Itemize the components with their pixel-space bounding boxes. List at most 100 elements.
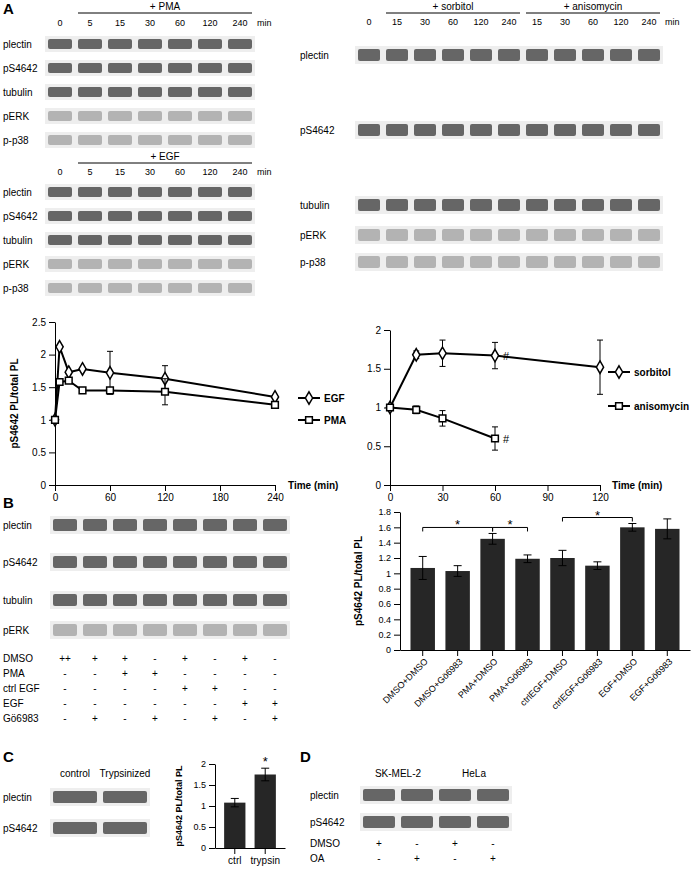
tick-label: trypsin (250, 855, 279, 866)
tick-mark (548, 485, 549, 491)
axis-line (400, 513, 401, 651)
blot-band (363, 816, 395, 828)
series-line (390, 408, 495, 439)
blot-band (143, 519, 167, 531)
tick-label: 0.4 (378, 615, 391, 625)
tick-label: 0.5 (32, 447, 46, 458)
tick-mark (597, 650, 598, 656)
tick: 1.5 (193, 780, 215, 790)
marker (596, 361, 603, 373)
condition-mark: - (243, 668, 246, 679)
legend-label: sorbitol (634, 367, 671, 378)
blot-band (442, 256, 464, 268)
marker (56, 379, 63, 386)
tick: 0.8 (378, 584, 400, 594)
tick: 2 (40, 349, 55, 360)
condition-mark: - (273, 653, 276, 664)
condition-mark: ++ (59, 653, 71, 664)
tick: EGF+Gö6983 (628, 650, 675, 703)
bar (550, 558, 574, 650)
lane-label: 30 (420, 17, 430, 27)
tick-mark (234, 848, 235, 854)
blot-band (554, 49, 576, 61)
blot-band (638, 199, 660, 211)
tick-label: 90 (542, 492, 554, 503)
row-label: p-p38 (300, 257, 326, 268)
condition-mark: - (273, 668, 276, 679)
condition-mark: - (153, 683, 156, 694)
tick-mark (600, 485, 601, 491)
axis: 00.511.522.5 (32, 317, 55, 491)
blot-band (168, 87, 192, 97)
tick: 1.4 (378, 538, 400, 548)
group-line (78, 163, 252, 164)
tick: 180 (212, 485, 229, 503)
row-label: plectin (3, 187, 32, 198)
condition-mark: + (212, 683, 218, 694)
tick: 0 (386, 645, 400, 655)
blot-band (108, 39, 132, 49)
blot-band (53, 822, 97, 834)
blot-band (48, 235, 72, 245)
blot-band (414, 229, 436, 241)
condition-mark: + (272, 713, 278, 724)
row-label: plectin (300, 50, 329, 61)
error-bar (593, 562, 601, 570)
blot-band (470, 229, 492, 241)
tick: 1.5 (367, 363, 390, 374)
blot-band (108, 187, 132, 197)
condition-mark: - (63, 698, 66, 709)
legend: sorbitolanisomycin (608, 366, 689, 412)
tick-label: 0.5 (193, 822, 206, 832)
tick: 0 (40, 480, 55, 491)
group-line (526, 13, 660, 14)
blot-strip (360, 786, 512, 804)
legend-marker (305, 392, 312, 404)
blot-band (638, 256, 660, 268)
lane-label: 15 (115, 18, 125, 28)
condition-mark: - (213, 653, 216, 664)
blot-band (228, 259, 252, 269)
blot-band (48, 87, 72, 97)
tick: 240 (267, 485, 284, 503)
condition-mark: + (272, 698, 278, 709)
unit-label: min (665, 17, 680, 27)
blot-band (168, 211, 192, 221)
lane-label: 15 (392, 17, 402, 27)
tick-mark (165, 485, 166, 491)
row-label: plectin (3, 39, 32, 50)
tick-label: 2.5 (32, 317, 46, 328)
tick-mark (209, 785, 215, 786)
blot-band (53, 556, 77, 568)
marker (413, 406, 420, 413)
row-label: pERK (3, 259, 29, 270)
group-label: + sorbitol (433, 1, 474, 12)
blot-strip (45, 84, 255, 100)
error-bar (231, 798, 239, 806)
blot-band (638, 124, 660, 136)
blot-band (108, 235, 132, 245)
blot-band (108, 63, 132, 73)
blot-band (168, 187, 192, 197)
blot-band (554, 256, 576, 268)
blot-band (173, 556, 197, 568)
blot-band (173, 519, 197, 531)
tick: trypsin (250, 848, 279, 866)
error-bar (440, 340, 446, 366)
panel-label: D (300, 748, 311, 765)
blot-strip (45, 232, 255, 248)
blot-band (386, 229, 408, 241)
tick-label: 1 (40, 415, 46, 426)
condition-mark: - (273, 683, 276, 694)
blot-band (498, 124, 520, 136)
blot-band (198, 187, 222, 197)
tick-label: 60 (105, 492, 117, 503)
blot-band (138, 259, 162, 269)
blot-band (228, 63, 252, 73)
blot-band (228, 135, 252, 145)
condition-mark: + (182, 653, 188, 664)
plot-area (386, 340, 603, 450)
blot-band (526, 229, 548, 241)
error-bar (162, 379, 168, 405)
tick: 0.5 (193, 822, 215, 832)
